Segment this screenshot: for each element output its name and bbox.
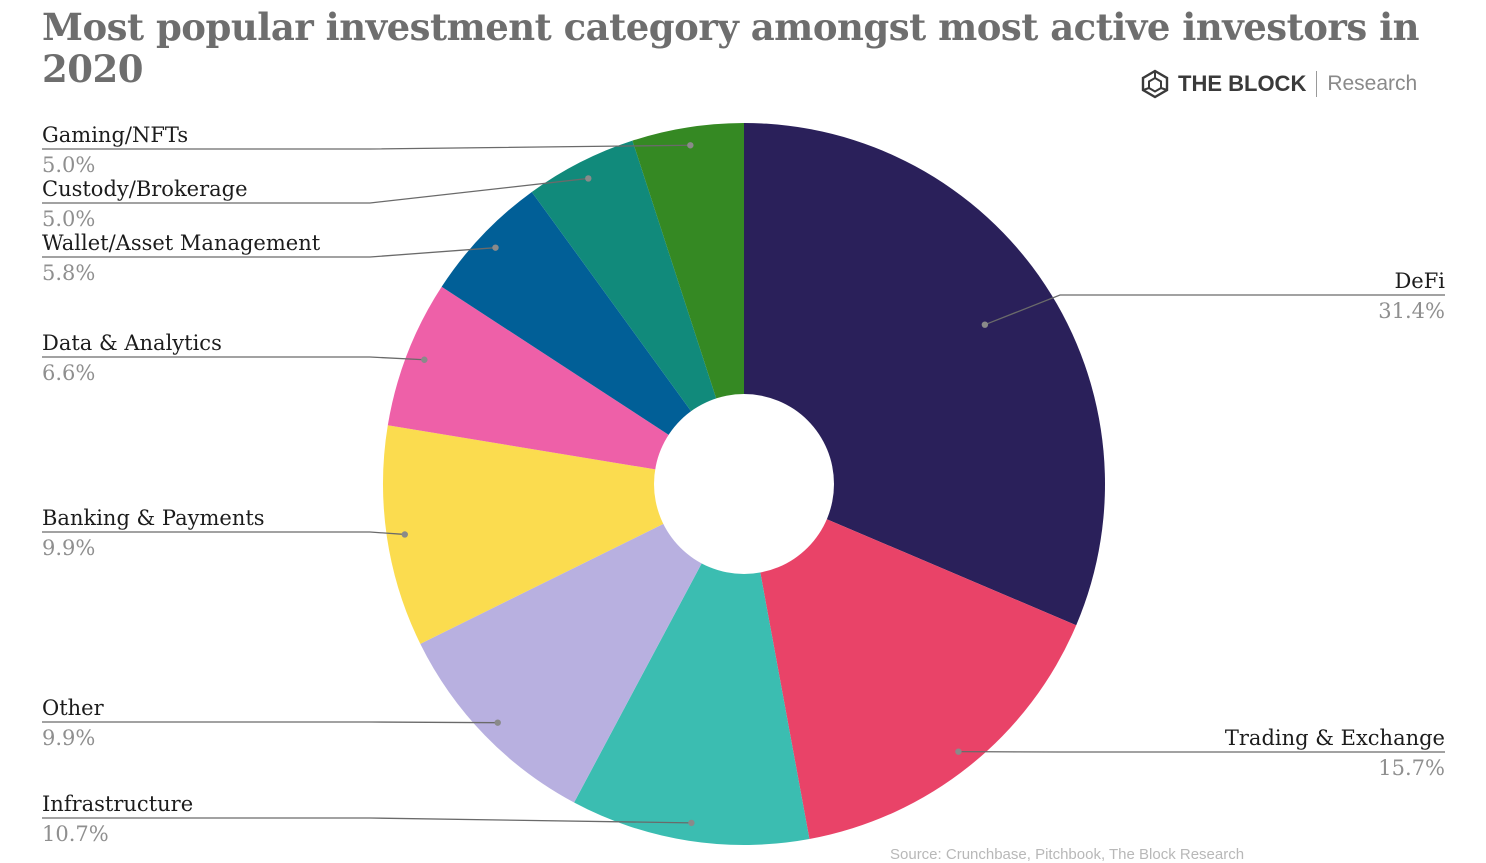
- leader-dot-other: [495, 719, 501, 725]
- leader-dot-infrastructure: [688, 820, 694, 826]
- slice-value-wallet-asset-management: 5.8%: [42, 261, 95, 285]
- leader-dot-defi: [982, 321, 988, 327]
- donut-hole: [654, 394, 834, 574]
- slice-label-defi: DeFi: [1394, 269, 1445, 293]
- slice-value-custody-brokerage: 5.0%: [42, 207, 95, 231]
- leader-dot-wallet-asset-management: [492, 244, 498, 250]
- source-note: Source: Crunchbase, Pitchbook, The Block…: [890, 846, 1244, 863]
- slice-label-infrastructure: Infrastructure: [42, 792, 193, 816]
- leader-line-data-analytics: [42, 357, 424, 360]
- slice-value-trading-exchange: 15.7%: [1378, 756, 1445, 780]
- slice-label-wallet-asset-management: Wallet/Asset Management: [42, 231, 321, 255]
- leader-dot-custody-brokerage: [585, 175, 591, 181]
- slice-value-defi: 31.4%: [1378, 299, 1445, 323]
- slice-value-other: 9.9%: [42, 726, 95, 750]
- leader-line-other: [42, 722, 498, 723]
- leader-dot-gaming-nfts: [687, 142, 693, 148]
- slice-label-banking-payments: Banking & Payments: [42, 506, 265, 530]
- slice-label-custody-brokerage: Custody/Brokerage: [42, 177, 248, 201]
- slice-label-gaming-nfts: Gaming/NFTs: [42, 123, 188, 147]
- slice-label-trading-exchange: Trading & Exchange: [1225, 726, 1445, 750]
- slice-label-other: Other: [42, 696, 105, 720]
- slice-label-data-analytics: Data & Analytics: [42, 331, 222, 355]
- slice-value-gaming-nfts: 5.0%: [42, 153, 95, 177]
- slice-value-banking-payments: 9.9%: [42, 536, 95, 560]
- slice-value-infrastructure: 10.7%: [42, 822, 109, 846]
- leader-line-banking-payments: [42, 532, 405, 534]
- slice-value-data-analytics: 6.6%: [42, 361, 95, 385]
- leader-dot-trading-exchange: [955, 748, 961, 754]
- leader-dot-data-analytics: [421, 357, 427, 363]
- leader-dot-banking-payments: [402, 531, 408, 537]
- leader-line-infrastructure: [42, 818, 691, 823]
